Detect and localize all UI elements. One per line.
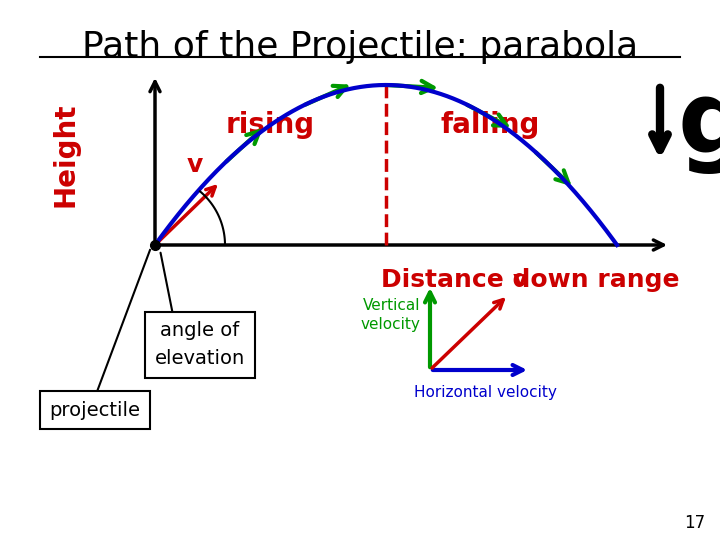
Text: Distance down range: Distance down range	[381, 268, 679, 292]
Text: Vertical
velocity: Vertical velocity	[360, 298, 420, 333]
Text: projectile: projectile	[50, 401, 140, 420]
Text: v: v	[187, 153, 203, 177]
Text: falling: falling	[441, 111, 540, 139]
Text: v: v	[513, 270, 527, 290]
Text: angle of
elevation: angle of elevation	[155, 321, 245, 368]
Text: Horizontal velocity: Horizontal velocity	[413, 384, 557, 400]
Text: Height: Height	[51, 103, 79, 207]
Text: rising: rising	[225, 111, 315, 139]
Text: Path of the Projectile: parabola: Path of the Projectile: parabola	[82, 30, 638, 64]
Text: 17: 17	[684, 514, 705, 532]
Text: g: g	[678, 77, 720, 173]
